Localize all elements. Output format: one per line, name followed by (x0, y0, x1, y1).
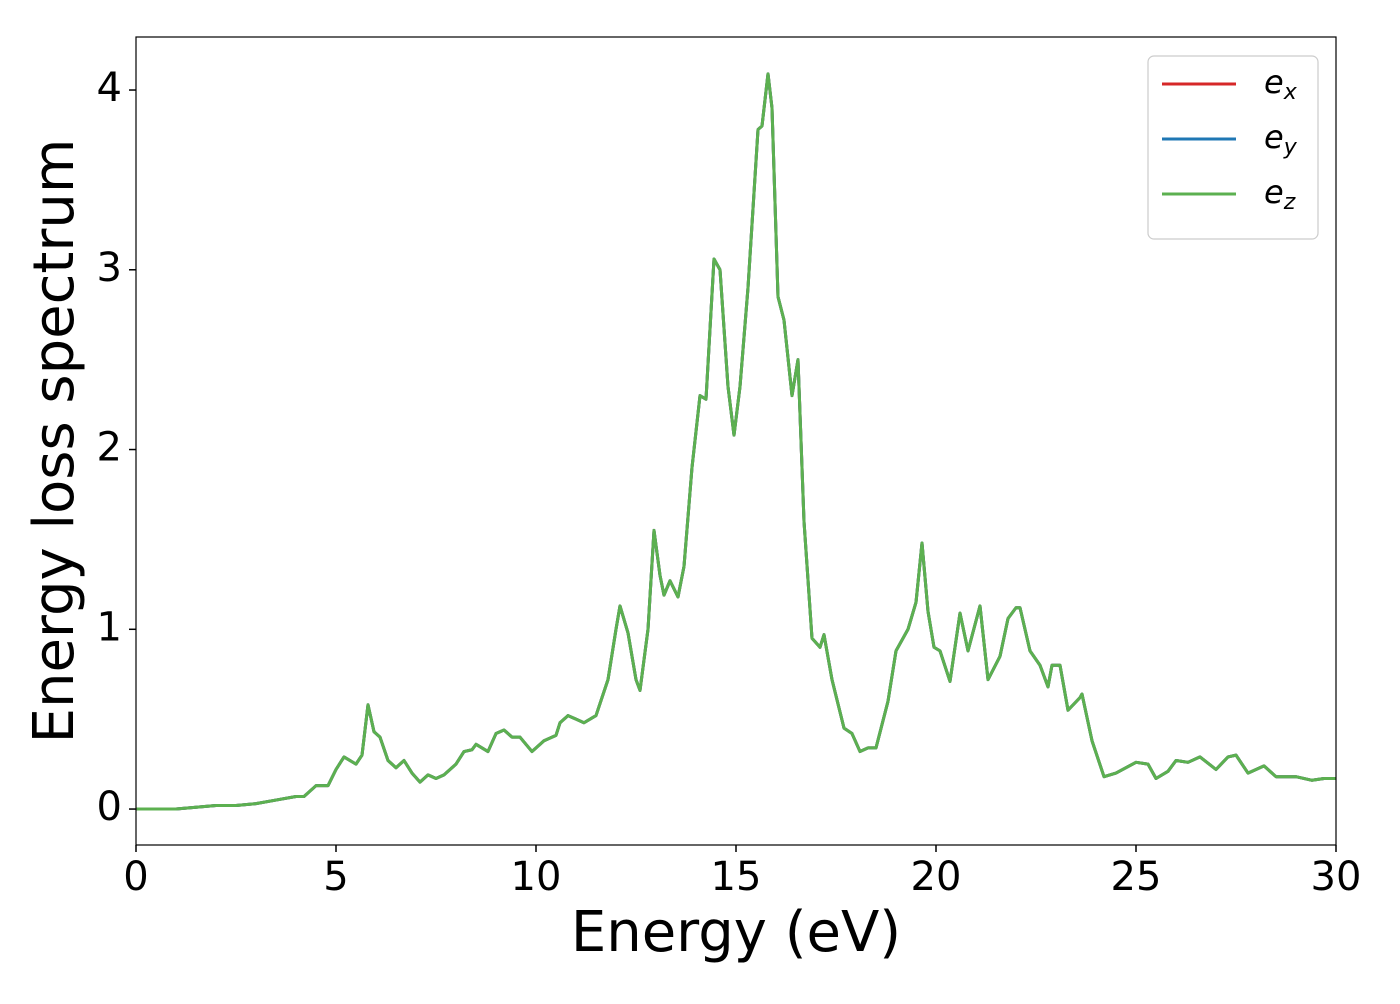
series-line (136, 72, 1336, 811)
legend-label: ex (1264, 63, 1298, 105)
x-tick-label: 30 (1311, 854, 1362, 900)
y-tick-label: 1 (97, 604, 122, 650)
y-tick-label: 3 (97, 245, 122, 291)
legend-label: ez (1264, 173, 1296, 215)
legend-label: ey (1264, 118, 1298, 160)
plot-frame (135, 36, 1337, 846)
x-tick-label: 25 (1111, 854, 1162, 900)
x-axis-label: Energy (eV) (571, 900, 901, 965)
x-tick-label: 15 (711, 854, 762, 900)
x-tick-label: 0 (123, 854, 148, 900)
y-tick-label: 4 (97, 65, 122, 111)
x-tick-label: 5 (323, 854, 348, 900)
y-axis-label: Energy loss spectrum (22, 139, 87, 744)
y-tick-label: 0 (97, 784, 122, 830)
x-tick-label: 20 (911, 854, 962, 900)
x-tick-label: 10 (511, 854, 562, 900)
y-tick-label: 2 (97, 425, 122, 471)
